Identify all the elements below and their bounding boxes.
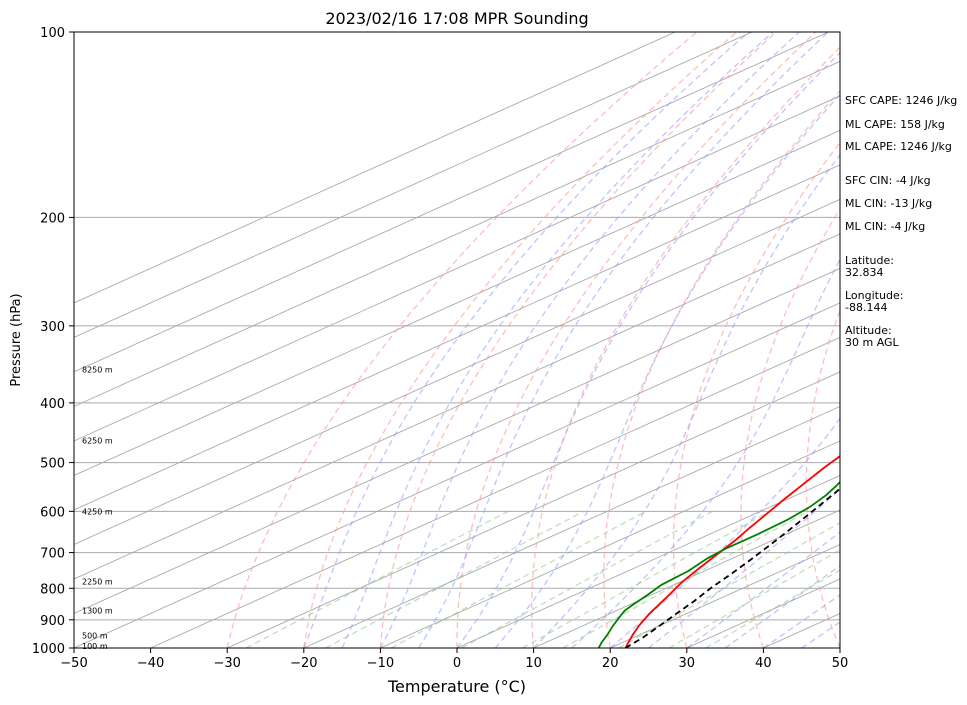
height-label: 8250 m <box>82 365 113 374</box>
moist-adiabat-line <box>609 417 840 648</box>
chart-title: 2023/02/16 17:08 MPR Sounding <box>325 9 588 28</box>
x-tick-label: −40 <box>137 656 164 671</box>
sfc-cape-text: SFC CAPE: 1246 J/kg <box>845 94 958 107</box>
x-tick-label: −30 <box>213 656 240 671</box>
y-tick-label: 300 <box>40 320 65 335</box>
y-tick-label: 1000 <box>32 642 65 657</box>
moist-adiabat-line <box>571 257 840 648</box>
height-label: 1300 m <box>82 607 113 616</box>
longitude-text: Longitude: -88.144 <box>845 289 904 314</box>
isotherm-line <box>74 267 840 614</box>
dry-adiabat-line <box>603 89 840 648</box>
isotherm-line <box>380 440 840 648</box>
y-axis-label: Pressure (hPa) <box>9 293 24 386</box>
isotherm-line <box>74 32 676 304</box>
ml-cape-text: ML CAPE: 158 J/kg <box>845 118 945 131</box>
y-tick-label: 400 <box>40 397 65 412</box>
ml-cape-text: ML CAPE: 1246 J/kg <box>845 140 952 153</box>
altitude-text: Altitude: 30 m AGL <box>845 324 899 349</box>
x-tick-label: 40 <box>755 656 772 671</box>
x-tick-label: −50 <box>60 656 87 671</box>
dry-adiabat-line <box>456 32 817 648</box>
isotherm-line <box>74 32 753 338</box>
ml-cin-text: ML CIN: -4 J/kg <box>845 220 926 233</box>
isotherm-line <box>303 405 840 648</box>
latitude-text: Latitude: 32.834 <box>845 254 894 279</box>
sfc-cin-text: SFC CIN: -4 J/kg <box>845 174 931 187</box>
moist-adiabat-line <box>686 531 840 648</box>
x-tick-label: 50 <box>832 656 849 671</box>
isotherm-line <box>74 302 840 648</box>
dry-adiabat-line <box>531 46 840 648</box>
moist-adiabat-line <box>724 564 840 648</box>
mixing-ratio-line <box>245 510 509 648</box>
mixing-ratio-line <box>461 510 713 648</box>
isotherm-line <box>74 198 840 545</box>
series-layer <box>597 454 840 648</box>
dry-adiabat-line <box>379 32 777 648</box>
series-line <box>625 487 840 648</box>
moist-adiabat-line <box>418 32 829 648</box>
isotherm-line <box>74 164 840 511</box>
y-tick-label: 700 <box>40 547 65 562</box>
height-label: 4250 m <box>82 507 113 516</box>
isotherm-line <box>533 509 840 648</box>
dry-adiabat-line <box>303 32 737 648</box>
mixing-ratio-line <box>668 549 840 648</box>
y-tick-label: 600 <box>40 505 65 520</box>
moist-adiabat-line <box>341 32 774 648</box>
y-tick-label: 900 <box>40 614 65 629</box>
isotherm-line <box>227 371 840 648</box>
dry-adiabat-line <box>226 32 698 648</box>
mixing-ratio-line <box>618 522 840 648</box>
isotherm-line <box>74 32 829 373</box>
height-label: 500 m <box>82 632 108 641</box>
mixing-ratio-line <box>390 510 647 648</box>
y-tick-label: 500 <box>40 457 65 472</box>
moist-adiabat-line <box>303 32 750 648</box>
mixing-ratio-line <box>522 510 771 648</box>
isotherm-line <box>74 129 840 476</box>
moist-adiabat-line <box>456 51 840 648</box>
y-tick-label: 100 <box>40 26 65 41</box>
y-tick-label: 200 <box>40 211 65 226</box>
height-label: 100 m <box>82 642 108 651</box>
isotherm-line <box>74 95 840 442</box>
x-tick-label: 30 <box>679 656 696 671</box>
isotherm-line <box>610 543 840 648</box>
x-tick-label: 0 <box>453 656 461 671</box>
x-tick-label: −20 <box>290 656 317 671</box>
isotherm-line <box>74 233 840 580</box>
moist-adiabat-line <box>494 93 840 648</box>
x-tick-label: 10 <box>525 656 542 671</box>
mixing-ratio-line <box>562 510 809 648</box>
series-line <box>597 480 840 648</box>
isotherm-line <box>150 336 840 648</box>
background-lines <box>74 32 840 648</box>
ml-cin-text: ML CIN: -13 J/kg <box>845 197 933 210</box>
x-axis-label: Temperature (°C) <box>387 677 526 696</box>
x-tick-label: 20 <box>602 656 619 671</box>
moist-adiabat-line <box>379 32 800 648</box>
y-tick-label: 800 <box>40 582 65 597</box>
height-label: 2250 m <box>82 578 113 587</box>
axis-ticks: −50 −40 −30 −20 −10 0 10 20 30 40 50 100 200 300 400 50… <box>32 26 848 671</box>
mixing-ratio-line <box>325 510 585 648</box>
isotherm-line <box>456 474 840 648</box>
moist-adiabat-line <box>533 153 840 648</box>
dry-adiabat-line <box>805 308 840 648</box>
isotherm-line <box>74 60 840 407</box>
dry-adiabat-line <box>740 207 840 648</box>
series-line <box>624 454 840 648</box>
dry-adiabat-line <box>672 141 840 648</box>
x-tick-label: −10 <box>367 656 394 671</box>
height-label: 6250 m <box>82 436 113 445</box>
